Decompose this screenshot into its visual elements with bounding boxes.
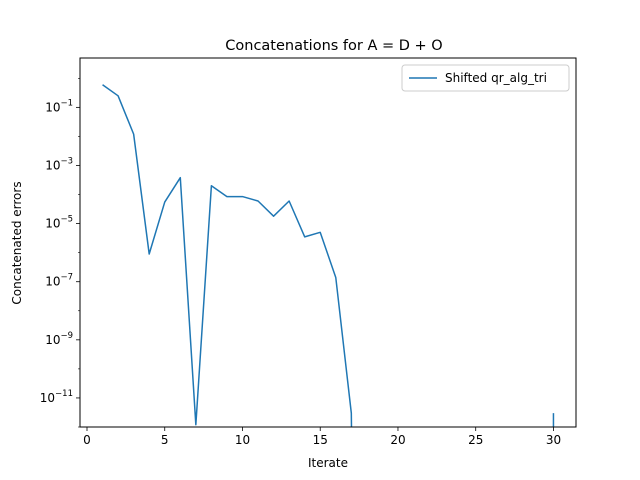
legend-box — [401, 64, 570, 92]
x-tick-label: 0 — [83, 433, 91, 447]
x-tick-label: 25 — [468, 433, 483, 447]
y-ticks: 10−11 10−9 10−7 10−5 10−3 10−1 — [40, 78, 80, 428]
plot-lines — [102, 84, 555, 427]
x-ticks: 0 5 10 15 20 25 30 — [83, 427, 561, 447]
x-tick-label: 30 — [546, 433, 561, 447]
series-line-1 — [102, 84, 353, 427]
y-axis-label: Concatenated errors — [10, 181, 24, 304]
x-tick-label: 20 — [390, 433, 405, 447]
x-axis-label: Iterate — [308, 456, 348, 470]
y-tick-label: 10−11 — [40, 389, 73, 405]
y-tick-label: 10−7 — [45, 273, 73, 289]
x-tick-label: 10 — [235, 433, 250, 447]
y-tick-label: 10−3 — [45, 156, 73, 172]
x-tick-label: 15 — [313, 433, 328, 447]
x-tick-label: 5 — [161, 433, 169, 447]
legend: Shifted qr_alg_tri — [401, 64, 570, 92]
chart-title: Concatenations for A = D + O — [225, 38, 442, 54]
legend-label: Shifted qr_alg_tri — [445, 71, 547, 85]
plot-area — [79, 57, 577, 428]
y-tick-label: 10−5 — [45, 215, 73, 231]
y-tick-label: 10−1 — [45, 98, 73, 114]
y-tick-label: 10−9 — [45, 331, 73, 347]
